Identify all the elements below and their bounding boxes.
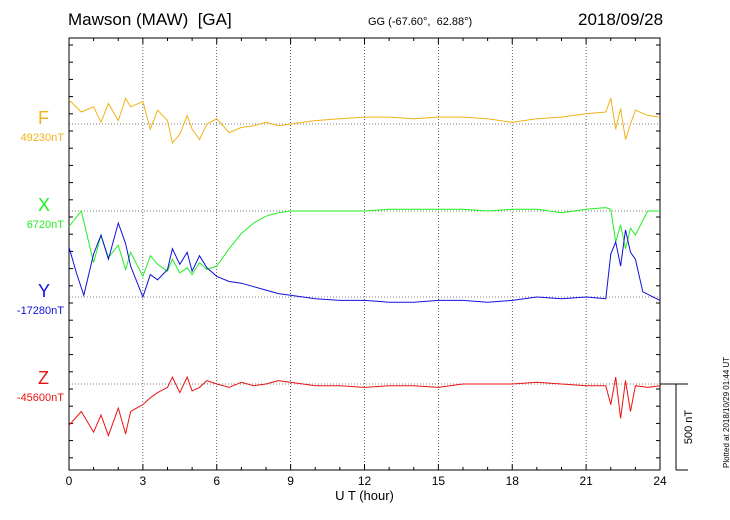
label-f: F — [38, 108, 49, 128]
label-x: X — [38, 195, 51, 215]
x-tick-label: 3 — [140, 474, 147, 488]
chart-date: 2018/09/28 — [578, 10, 664, 29]
baseline-x: 6720nT — [26, 219, 64, 231]
label-z: Z — [38, 368, 49, 388]
x-tick-label: 21 — [579, 474, 593, 488]
x-tick-label: 24 — [653, 474, 667, 488]
x-tick-label: 9 — [287, 474, 294, 488]
baseline-f: 49230nT — [20, 132, 64, 144]
baseline-y: -17280nT — [16, 305, 64, 317]
series-y — [68, 221, 661, 303]
baseline-z: -45600nT — [16, 392, 64, 404]
label-y: Y — [38, 281, 51, 301]
x-tick-label: 0 — [66, 474, 73, 488]
x-tick-label: 12 — [358, 474, 372, 488]
x-axis-label: U T (hour) — [335, 488, 394, 503]
scale-bar-label: 500 nT — [683, 410, 695, 445]
series-x — [68, 207, 660, 278]
series-z — [68, 375, 661, 438]
x-tick-label: 15 — [432, 474, 446, 488]
station-title: Mawson (MAW) [GA] — [68, 10, 232, 29]
x-tick-label: 18 — [506, 474, 520, 488]
x-tick-label: 6 — [213, 474, 220, 488]
station-coords: GG (-67.60°, 62.88°) — [368, 16, 473, 28]
series-f — [68, 96, 661, 144]
